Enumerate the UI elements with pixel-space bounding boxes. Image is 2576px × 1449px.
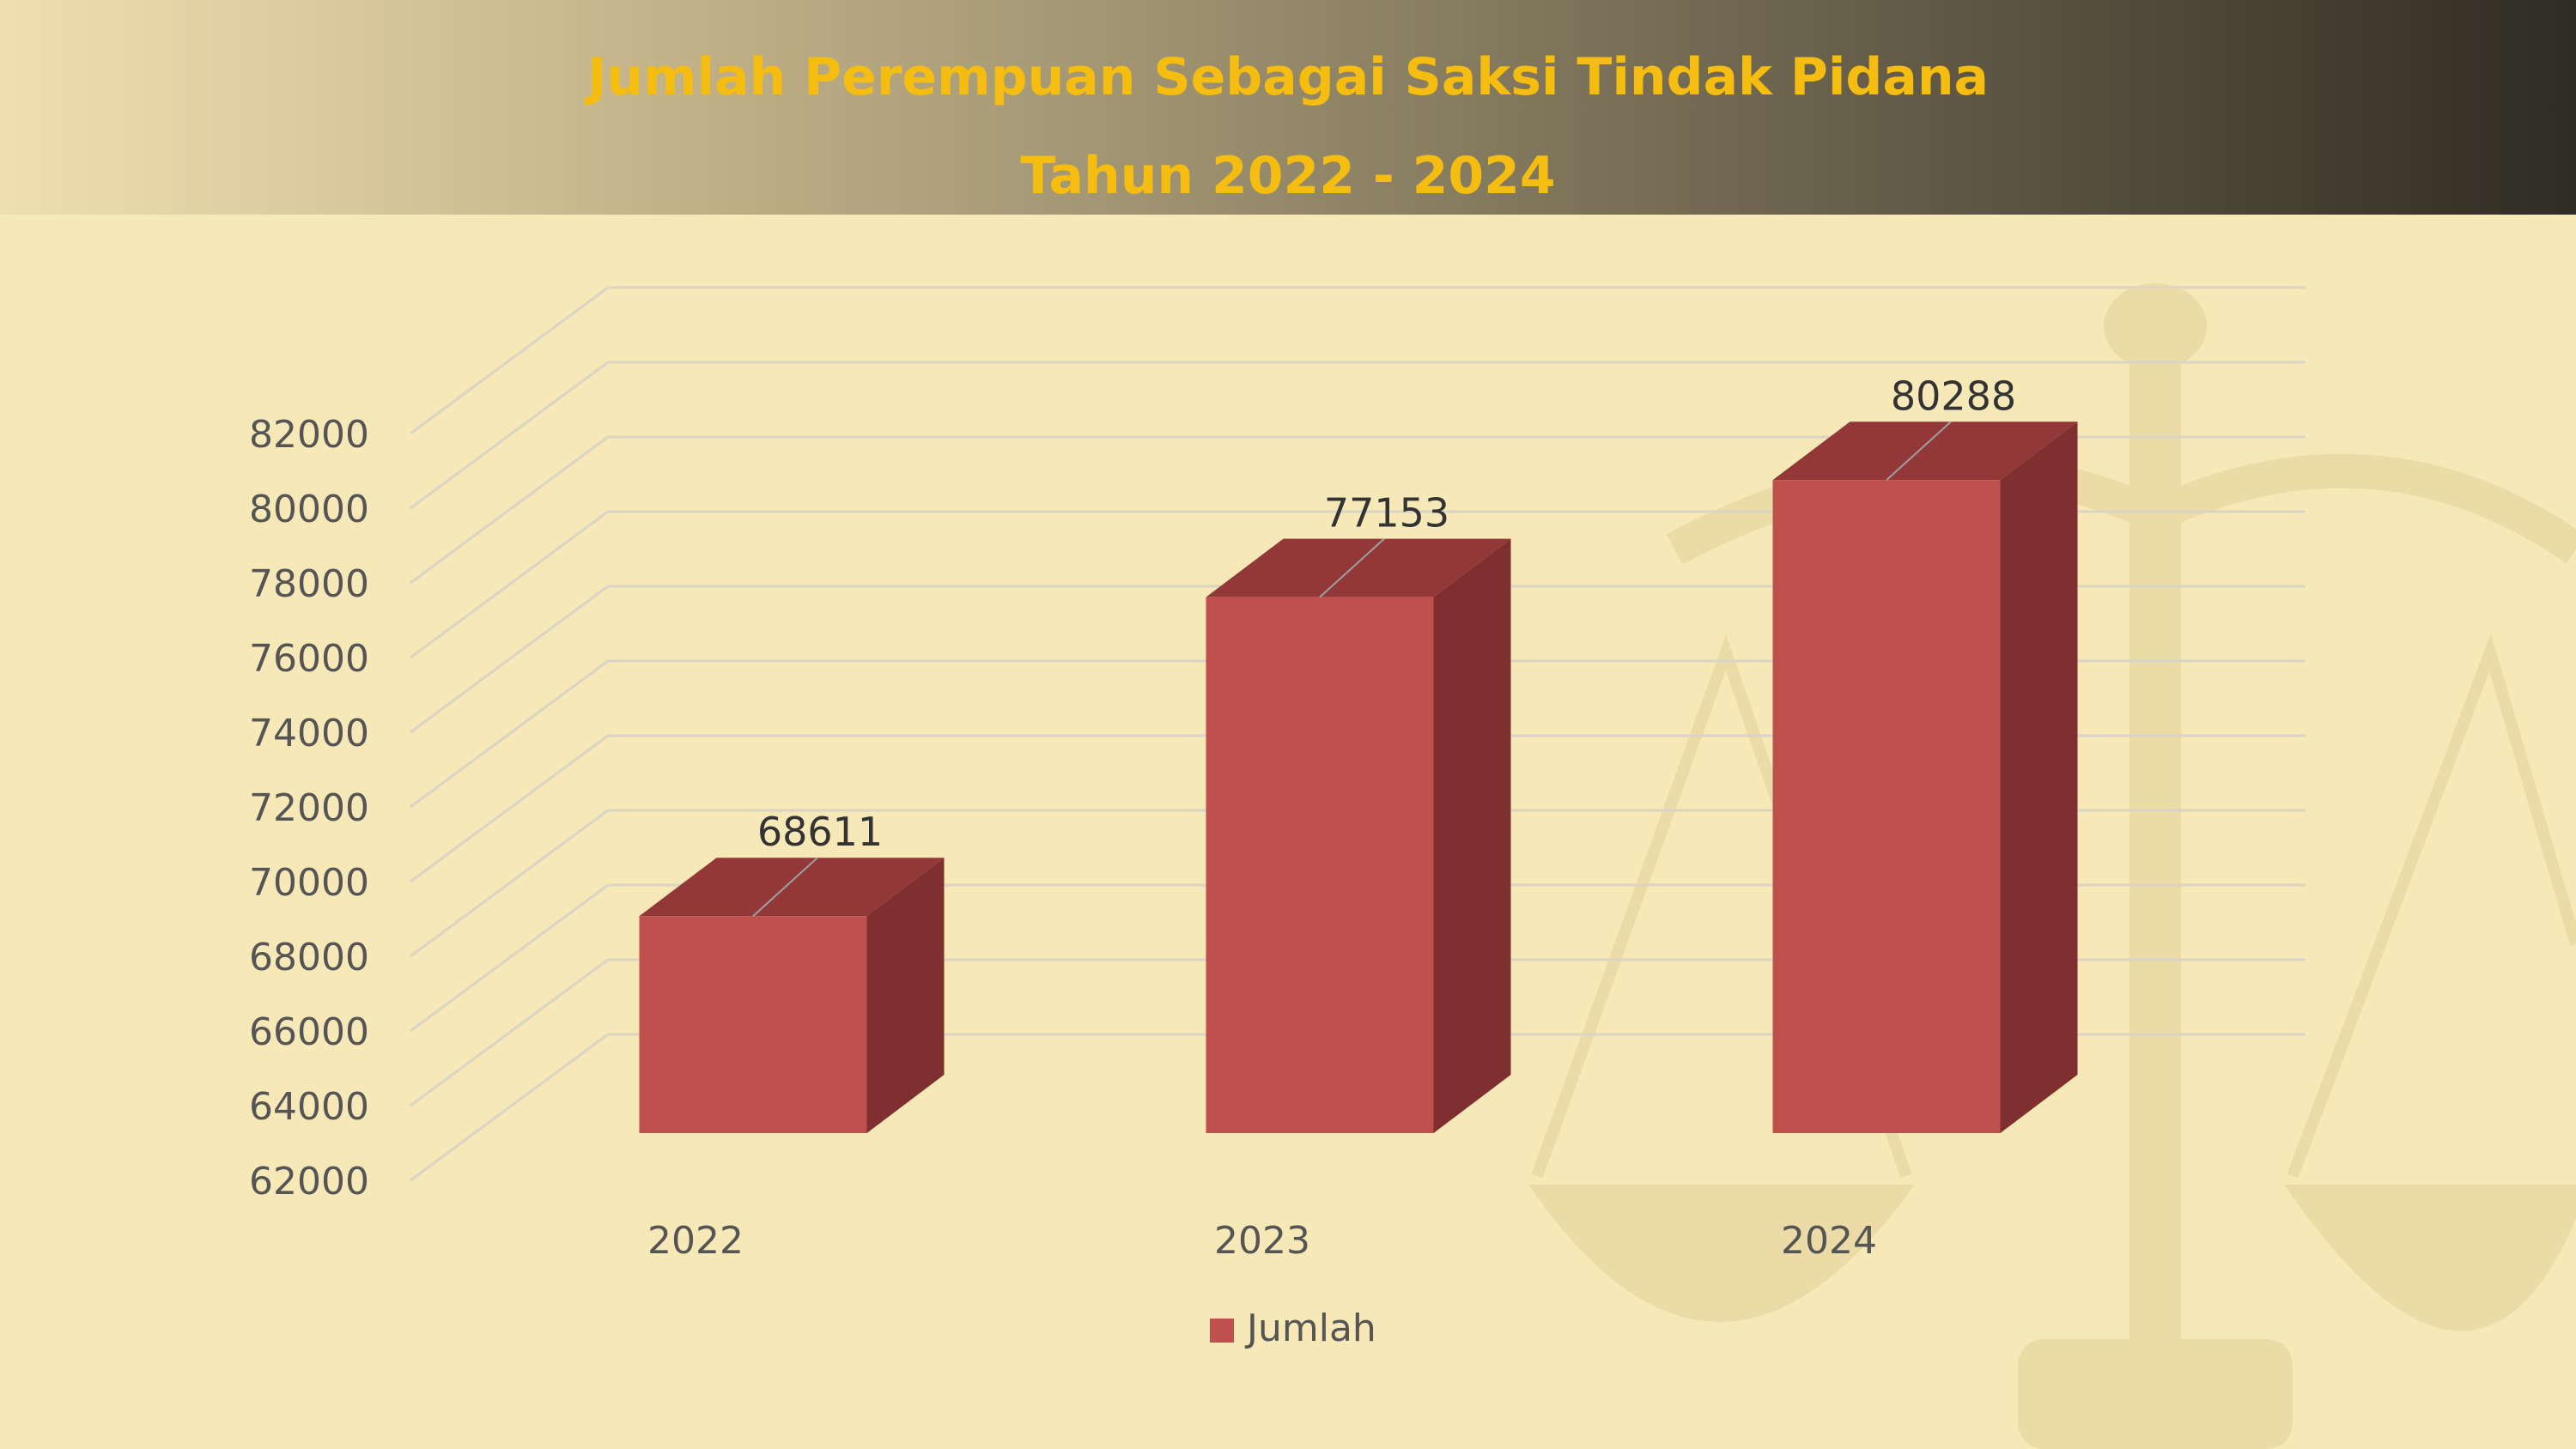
y-tick-label: 76000	[249, 637, 369, 681]
y-tick-label: 78000	[249, 562, 369, 606]
data-label-2022: 68611	[757, 809, 883, 855]
chart-title: Jumlah Perempuan Sebagai Saksi Tindak Pi…	[586, 47, 1990, 107]
y-tick-label: 82000	[249, 413, 369, 457]
bars: 68611 77153 80288	[639, 373, 2078, 1134]
data-label-leader-2023	[1319, 537, 1385, 598]
bar-side-2022	[866, 858, 945, 1133]
gridline-diagonal-7	[410, 510, 609, 659]
bar-side-2024	[2000, 421, 2078, 1134]
gridline-diagonal-4	[410, 734, 609, 883]
y-tick-label: 68000	[249, 936, 369, 979]
bar-top-2023	[1206, 538, 1511, 597]
y-tick-label: 80000	[249, 488, 369, 531]
gridline-diagonal-9	[410, 361, 609, 510]
legend-label-jumlah: Jumlah	[1244, 1307, 1376, 1350]
data-label-leader-2022	[752, 857, 818, 917]
bar-front-2022	[639, 916, 867, 1133]
bar-2022: 68611	[639, 809, 945, 1133]
chart-subtitle: Tahun 2022 - 2024	[1020, 146, 1556, 206]
x-tick-label-2022: 2022	[647, 1219, 744, 1263]
legend: Jumlah	[1210, 1307, 1376, 1350]
y-axis-tick-labels: 62000 64000 66000 68000 70000 72000 74000 76000…	[249, 413, 369, 1203]
bar-2024: 80288	[1772, 373, 2078, 1134]
y-tick-label: 62000	[249, 1160, 369, 1203]
gridline-diagonal-3	[410, 809, 609, 958]
bar-front-2023	[1206, 597, 1434, 1133]
x-tick-label-2023: 2023	[1214, 1219, 1310, 1263]
y-tick-label: 66000	[249, 1010, 369, 1054]
gridline-diagonal-6	[410, 585, 609, 734]
gridline-diagonal-10	[410, 286, 609, 435]
gridline-diagonal-8	[410, 435, 609, 585]
y-tick-label: 74000	[249, 712, 369, 755]
gridline-diagonal-2	[410, 883, 609, 1033]
data-label-2023: 77153	[1324, 490, 1449, 537]
gridline-diagonal-5	[410, 659, 609, 809]
data-label-2024: 80288	[1891, 373, 2016, 419]
gridline-diagonal-1	[410, 958, 609, 1107]
header-banner	[0, 0, 2576, 215]
y-tick-label: 64000	[249, 1085, 369, 1129]
y-tick-label: 72000	[249, 786, 369, 830]
bar-front-2024	[1772, 480, 2001, 1133]
legend-swatch-jumlah	[1210, 1319, 1234, 1343]
x-tick-label-2024: 2024	[1781, 1219, 1877, 1263]
gridline-diagonal-0	[410, 1033, 609, 1182]
data-label-leader-2024	[1886, 421, 1952, 482]
bar-top-2022	[639, 858, 945, 917]
y-tick-label: 70000	[249, 861, 369, 905]
bar-2023: 77153	[1206, 490, 1511, 1133]
x-axis-tick-labels: 2022 2023 2024	[647, 1219, 1877, 1263]
bar-side-2023	[1433, 538, 1511, 1133]
bar-top-2024	[1772, 421, 2078, 481]
